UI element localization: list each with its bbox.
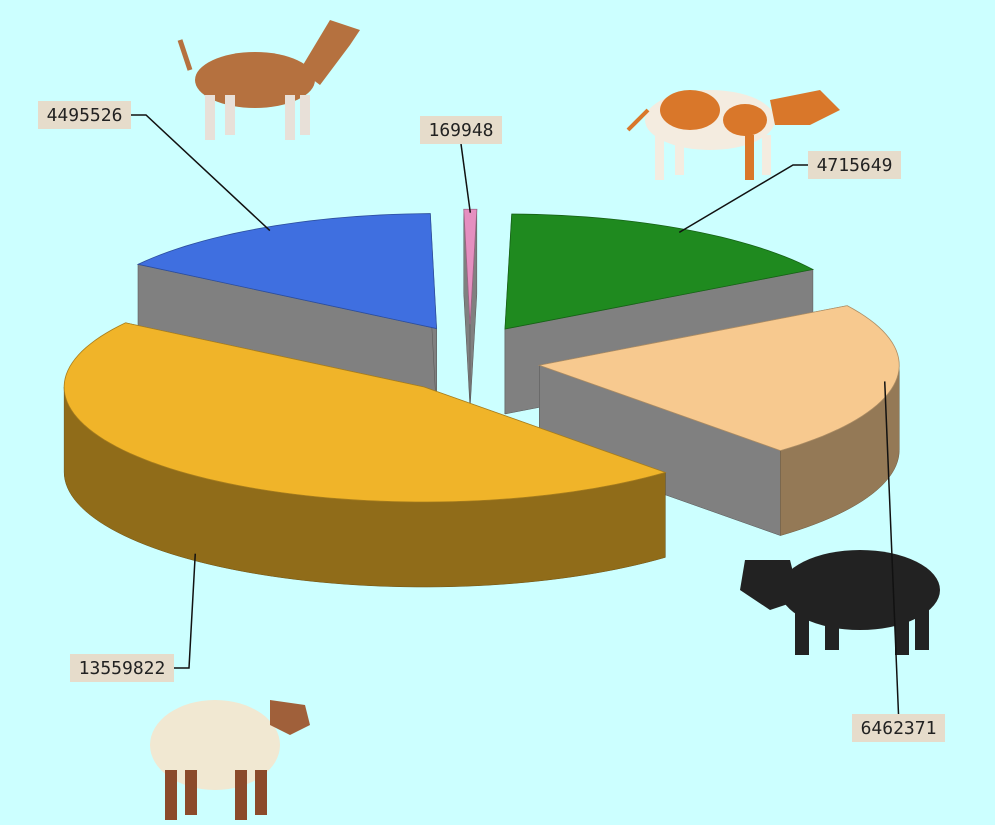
- value-label: 13559822: [79, 658, 166, 679]
- leader-line: [131, 114, 271, 232]
- label-box: [852, 714, 945, 742]
- slice: [63, 322, 667, 503]
- value-label: 4715649: [817, 155, 893, 176]
- label-box: [70, 654, 174, 682]
- leader-line: [883, 381, 900, 715]
- leader-line: [460, 143, 472, 213]
- label-box: [420, 116, 502, 144]
- label-box: [808, 151, 901, 179]
- value-label: 6462371: [861, 718, 937, 739]
- pie-tops: [63, 208, 900, 503]
- buffalo-icon: [740, 550, 940, 655]
- slice: [537, 305, 900, 452]
- value-label: 169948: [428, 120, 493, 141]
- sheep-icon: [150, 700, 310, 820]
- cow-icon: [626, 90, 840, 180]
- goat-icon: [177, 20, 360, 140]
- leader-line: [678, 164, 808, 233]
- leader-line: [174, 553, 197, 669]
- label-box: [38, 101, 131, 129]
- value-label: 4495526: [47, 105, 123, 126]
- value-labels: 169948 4715649 6462371 13559822 4495526: [38, 101, 945, 742]
- slice: [136, 213, 438, 330]
